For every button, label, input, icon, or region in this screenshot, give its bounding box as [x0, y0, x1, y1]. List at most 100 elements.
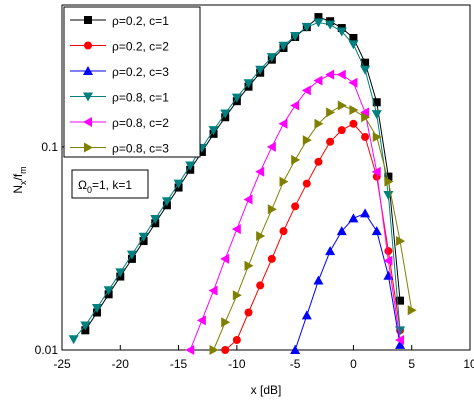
marker: [231, 224, 241, 235]
x-tick-label: -5: [290, 357, 301, 371]
marker: [361, 132, 370, 141]
marker: [208, 126, 219, 136]
y-tick-label: 0.1: [41, 140, 58, 154]
series-line: [294, 212, 401, 351]
legend-marker: [84, 16, 92, 24]
marker: [196, 315, 206, 326]
plot-frame: [61, 4, 471, 351]
marker: [361, 58, 370, 67]
marker: [278, 41, 289, 51]
x-tick-label: 5: [408, 357, 415, 371]
marker: [372, 98, 381, 107]
marker: [384, 247, 393, 256]
marker: [314, 13, 323, 22]
marker: [325, 246, 336, 256]
marker: [360, 107, 370, 118]
marker: [91, 304, 102, 314]
marker: [326, 137, 335, 146]
marker: [372, 131, 382, 142]
marker: [301, 22, 312, 32]
marker: [302, 135, 312, 146]
marker: [278, 118, 288, 129]
marker: [348, 40, 359, 50]
marker: [221, 346, 230, 354]
marker: [395, 335, 405, 346]
series-line: [213, 104, 413, 351]
marker: [349, 33, 358, 42]
legend-marker: [83, 117, 92, 127]
legend-label: ρ=0.8, c=3: [112, 142, 169, 156]
marker: [244, 260, 254, 271]
y-label-part: x: [18, 180, 28, 185]
marker: [313, 75, 323, 86]
marker: [209, 345, 219, 355]
marker: [313, 18, 324, 28]
y-axis-label: Nx/fm: [11, 166, 28, 193]
marker: [395, 326, 406, 336]
marker: [348, 213, 359, 223]
x-tick-label: 10: [463, 357, 474, 371]
marker: [337, 100, 347, 111]
marker: [279, 176, 289, 187]
marker: [348, 77, 358, 88]
marker: [313, 275, 324, 285]
series: [68, 18, 406, 345]
legend-marker: [84, 41, 92, 50]
marker: [266, 141, 276, 152]
marker: [336, 27, 347, 37]
marker: [349, 105, 359, 116]
marker: [185, 345, 195, 355]
marker: [138, 232, 149, 242]
marker: [255, 65, 266, 75]
marker: [337, 126, 346, 135]
marker: [371, 226, 382, 236]
marker: [267, 254, 276, 263]
series-line: [84, 16, 401, 331]
marker: [290, 345, 301, 354]
marker: [371, 166, 381, 177]
y-label-part: N: [11, 185, 25, 194]
marker: [360, 65, 371, 75]
marker: [302, 179, 311, 188]
marker: [336, 69, 346, 80]
marker: [221, 317, 231, 328]
plot-area: [61, 4, 471, 355]
marker: [395, 339, 406, 349]
legend-marker: [83, 66, 93, 75]
series: [185, 69, 405, 355]
marker: [371, 110, 382, 120]
marker: [360, 208, 371, 218]
x-tick-label: -25: [53, 357, 71, 371]
marker: [80, 321, 91, 331]
marker: [185, 161, 196, 171]
marker: [243, 194, 253, 205]
marker: [115, 268, 126, 278]
marker: [266, 53, 277, 63]
marker: [231, 93, 242, 103]
marker: [314, 118, 324, 129]
marker: [103, 286, 114, 296]
marker: [255, 166, 265, 177]
legend-label: ρ=0.8, c=2: [112, 116, 169, 130]
marker: [244, 308, 253, 317]
series: [221, 119, 405, 354]
marker: [384, 172, 393, 181]
x-tick-label: 0: [350, 357, 357, 371]
annotation-part: =1, k=1: [92, 178, 132, 192]
marker: [150, 214, 161, 224]
marker: [396, 296, 405, 305]
x-axis-label: x [dB]: [251, 383, 282, 397]
marker: [279, 227, 288, 236]
marker: [232, 336, 241, 345]
marker: [396, 236, 406, 247]
marker: [68, 335, 79, 345]
x-tick-label: -20: [112, 357, 130, 371]
marker: [220, 109, 231, 119]
y-tick-label: 0.01: [35, 343, 59, 357]
marker: [326, 107, 336, 118]
legend-marker: [83, 92, 93, 102]
legend-label: ρ=0.2, c=3: [112, 65, 169, 79]
series: [209, 100, 417, 355]
annotation: Ω0=1, k=1: [78, 178, 132, 195]
marker: [232, 290, 242, 301]
